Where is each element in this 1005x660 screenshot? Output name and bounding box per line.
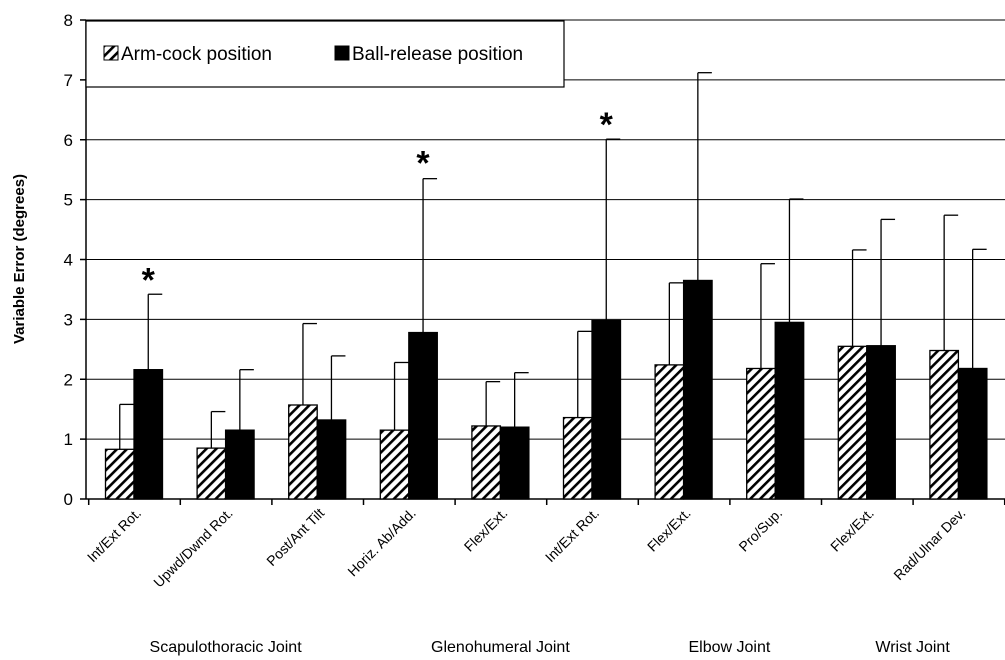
y-axis-label: Variable Error (degrees) [11, 174, 28, 344]
bar-arm-cock [196, 447, 227, 500]
y-tick-label: 2 [64, 370, 73, 389]
legend-swatch-arm-cock [103, 45, 119, 61]
y-tick-label: 3 [64, 310, 73, 329]
x-tick-label: Upwd/Dwnd Rot. [150, 505, 236, 591]
group-label: Glenohumeral Joint [431, 639, 570, 656]
x-tick-label: Flex/Ext. [461, 505, 511, 555]
legend-box [85, 20, 565, 88]
x-tick-label: Post/Ant Tilt [263, 505, 327, 569]
bar-arm-cock [746, 367, 776, 500]
y-tick-label: 0 [64, 490, 73, 509]
bar-ball-release [224, 429, 255, 500]
x-tick-label: Horiz. Ab/Add. [344, 505, 419, 580]
y-tick-label: 8 [64, 11, 73, 30]
x-tick-label: Rad/Ulnar Dev. [890, 505, 968, 583]
bar-arm-cock [654, 364, 685, 500]
y-tick-label: 6 [64, 131, 73, 150]
bar-ball-release [682, 279, 713, 500]
bar-arm-cock [104, 448, 135, 500]
x-tick-label: Int/Ext Rot. [542, 505, 602, 565]
group-label: Elbow Joint [688, 639, 770, 656]
bar-ball-release [133, 369, 164, 500]
bar-arm-cock [837, 345, 868, 500]
legend: Arm-cock position Ball-release position [85, 20, 565, 88]
bar-ball-release [316, 419, 347, 500]
bar-arm-cock [471, 425, 502, 500]
y-tick-label: 7 [64, 71, 73, 90]
bar-ball-release [591, 319, 622, 500]
group-label: Wrist Joint [875, 639, 950, 656]
bar-arm-cock [562, 416, 593, 500]
bar-arm-cock [379, 429, 410, 500]
bar-ball-release [499, 426, 530, 500]
y-tick-label: 4 [64, 251, 73, 270]
annotations: * * * [142, 106, 614, 300]
bar-arm-cock [929, 349, 960, 500]
group-labels: Scapulothoracic Joint Glenohumeral Joint E… [150, 639, 951, 656]
bar-ball-release [408, 331, 438, 500]
x-tick-label: Int/Ext Rot. [84, 505, 144, 565]
legend-label-arm-cock: Arm-cock position [121, 44, 272, 65]
significance-marker: * [416, 145, 430, 183]
y-tick-label: 5 [64, 191, 73, 210]
y-ticks: 0 1 2 3 4 5 6 7 8 [64, 11, 86, 509]
bar-ball-release [774, 321, 805, 500]
y-tick-label: 1 [64, 430, 73, 449]
x-tick-label: Flex/Ext. [827, 505, 877, 555]
bar-ball-release [957, 367, 988, 500]
significance-marker: * [600, 106, 614, 144]
x-tick-labels: Int/Ext Rot. Upwd/Dwnd Rot. Post/Ant Tilt H… [84, 499, 1005, 590]
legend-label-ball-release: Ball-release position [352, 44, 523, 65]
x-tick-label: Flex/Ext. [644, 505, 694, 555]
bar-ball-release [866, 345, 896, 500]
bar-arm-cock [288, 404, 318, 500]
x-tick-label: Pro/Sup. [735, 505, 785, 555]
group-label: Scapulothoracic Joint [150, 639, 303, 656]
error-bars [119, 72, 987, 450]
legend-swatch-ball-release [334, 45, 350, 61]
significance-marker: * [142, 261, 156, 299]
bars [104, 279, 988, 500]
